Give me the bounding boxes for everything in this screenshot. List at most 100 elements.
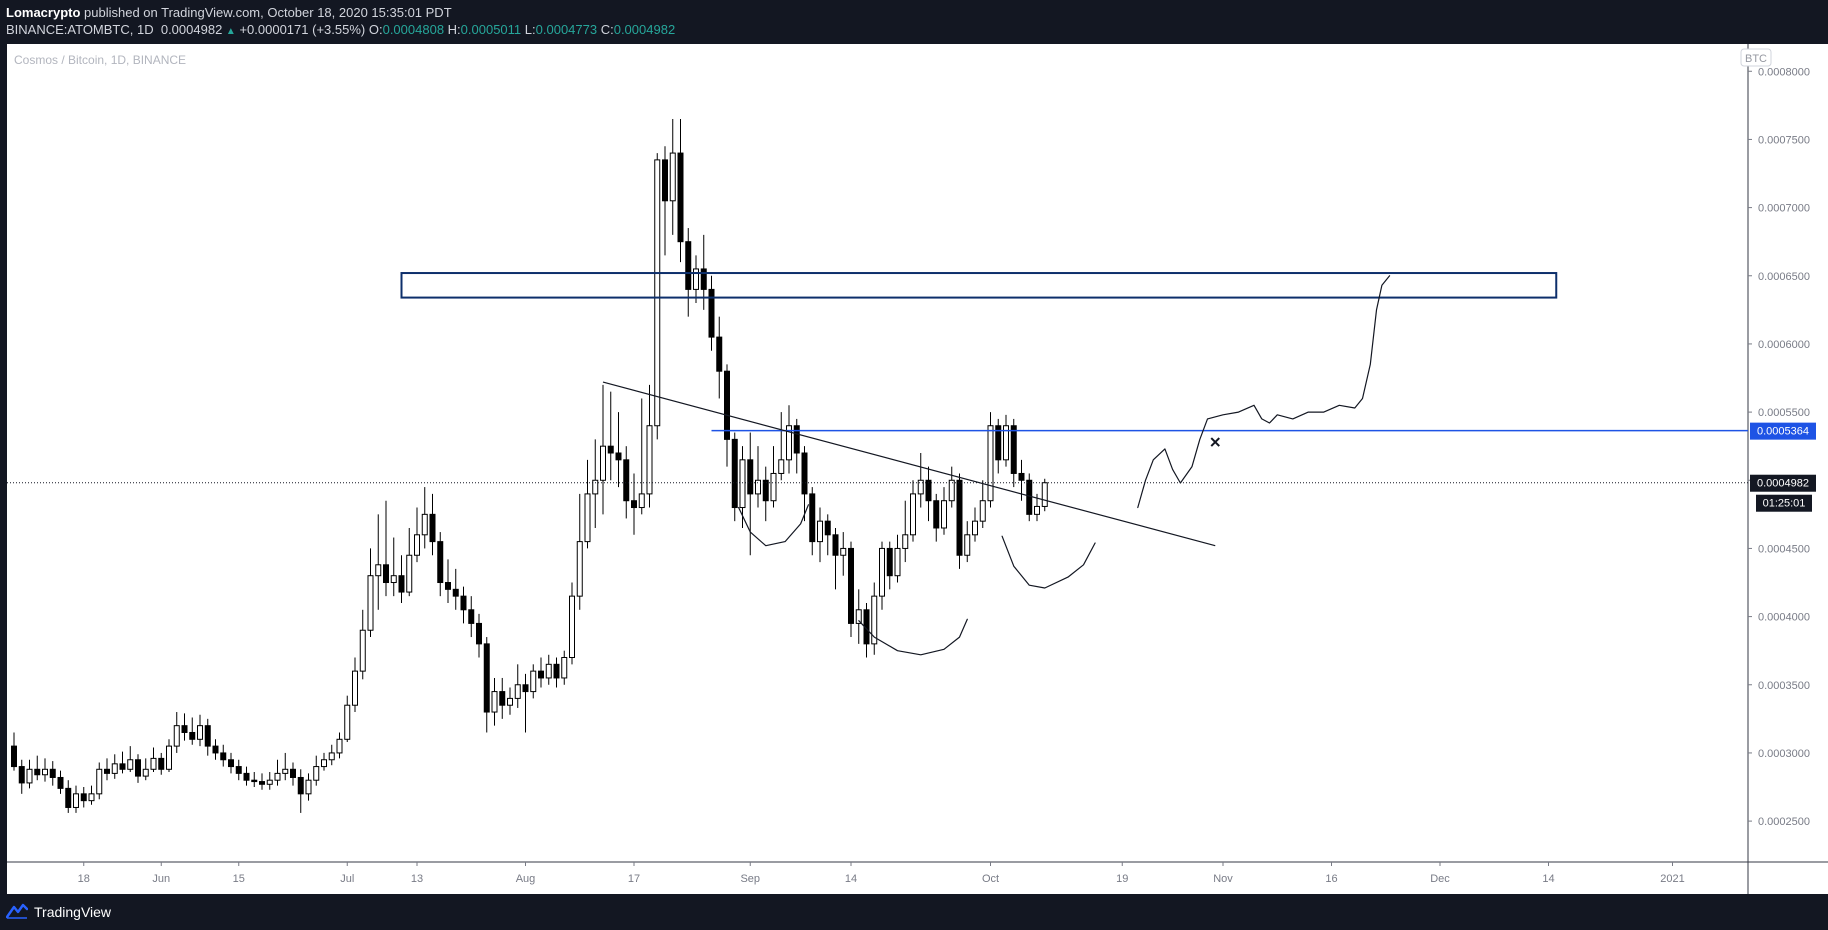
candle[interactable] [65, 780, 72, 813]
candle[interactable] [18, 759, 25, 794]
candle[interactable] [933, 493, 940, 542]
candle[interactable] [615, 412, 622, 488]
candle[interactable] [173, 712, 180, 753]
candle[interactable] [731, 432, 738, 522]
head-curve[interactable] [858, 618, 968, 656]
candle[interactable] [290, 762, 296, 786]
candle[interactable] [925, 466, 932, 522]
candle[interactable] [142, 758, 149, 781]
candle[interactable] [445, 559, 451, 603]
candle[interactable] [848, 541, 854, 638]
candle[interactable] [817, 507, 823, 563]
candle[interactable] [383, 500, 389, 597]
candle[interactable] [886, 541, 893, 590]
candle[interactable] [514, 664, 521, 708]
candle[interactable] [220, 744, 227, 767]
candle[interactable] [437, 532, 444, 597]
candle[interactable] [855, 589, 862, 644]
candle[interactable] [747, 432, 754, 556]
candle[interactable] [297, 769, 304, 813]
candle[interactable] [607, 391, 614, 481]
candle[interactable] [778, 412, 785, 481]
candle[interactable] [228, 752, 234, 774]
candle[interactable] [600, 384, 606, 515]
candle[interactable] [1010, 418, 1017, 488]
candle[interactable] [569, 582, 575, 665]
candle[interactable] [398, 555, 405, 603]
candle[interactable] [1026, 473, 1033, 522]
candle[interactable] [158, 752, 165, 775]
candle[interactable] [538, 657, 544, 688]
candle[interactable] [964, 521, 971, 563]
candle[interactable] [948, 466, 955, 508]
tradingview-logo-icon[interactable] [6, 903, 28, 919]
candle[interactable] [987, 412, 994, 508]
price-chart[interactable]: 0.0002500 0.0003000 0.0003500 0.0004000 0.00… [7, 44, 1828, 894]
candle[interactable] [972, 507, 978, 542]
candle[interactable] [80, 787, 87, 808]
projection-path[interactable] [1137, 275, 1391, 509]
candle[interactable] [693, 255, 699, 304]
candle[interactable] [631, 473, 637, 535]
candle[interactable] [553, 657, 560, 688]
candle[interactable] [894, 534, 901, 583]
candle[interactable] [468, 596, 475, 638]
candle[interactable] [917, 453, 924, 508]
candle[interactable] [344, 695, 351, 743]
candle[interactable] [111, 754, 118, 779]
trendline[interactable] [602, 381, 1216, 547]
candle[interactable] [135, 754, 141, 783]
candle[interactable] [840, 532, 847, 576]
candle[interactable] [476, 613, 482, 658]
candle[interactable] [282, 752, 289, 781]
candle[interactable] [979, 480, 986, 528]
target-zone-rectangle[interactable] [400, 272, 1558, 299]
candle[interactable] [328, 744, 335, 766]
candle[interactable] [452, 568, 459, 610]
candle[interactable] [902, 500, 909, 563]
candle[interactable] [592, 439, 599, 528]
candle[interactable] [662, 146, 668, 256]
candle[interactable] [266, 772, 273, 790]
candle[interactable] [646, 384, 653, 508]
left-shoulder-curve[interactable] [738, 504, 809, 547]
author-name[interactable]: Lomacrypto [6, 5, 81, 20]
candle[interactable] [483, 637, 490, 733]
candle[interactable] [561, 650, 568, 685]
candle[interactable] [212, 739, 219, 760]
candle[interactable] [638, 398, 645, 515]
candle[interactable] [375, 514, 382, 610]
cross-marker-icon[interactable] [1210, 437, 1220, 447]
candle[interactable] [321, 752, 327, 771]
candle[interactable] [73, 785, 79, 813]
candle[interactable] [770, 446, 777, 508]
candle[interactable] [259, 773, 265, 790]
currency-badge[interactable]: BTC [1745, 53, 1767, 65]
candle[interactable] [274, 759, 281, 786]
candle[interactable] [708, 275, 715, 351]
candle[interactable] [910, 480, 916, 542]
candle[interactable] [390, 537, 397, 597]
currency-badge-box[interactable] [1740, 48, 1772, 67]
candle[interactable] [677, 118, 684, 263]
candle[interactable] [34, 755, 41, 781]
candle[interactable] [824, 514, 831, 556]
candle[interactable] [460, 586, 467, 624]
candle[interactable] [755, 446, 761, 508]
candle[interactable] [654, 153, 661, 440]
candle[interactable] [181, 713, 188, 741]
candle[interactable] [879, 541, 885, 610]
candle[interactable] [96, 762, 103, 800]
candle[interactable] [189, 717, 196, 745]
candle[interactable] [406, 527, 413, 597]
candle[interactable] [809, 487, 816, 556]
candle[interactable] [832, 527, 839, 590]
candle[interactable] [995, 418, 1002, 474]
candle[interactable] [352, 657, 358, 713]
candle[interactable] [491, 677, 498, 726]
candle[interactable] [762, 466, 769, 522]
candle[interactable] [545, 654, 552, 685]
candle[interactable] [1003, 414, 1009, 467]
candle[interactable] [104, 758, 110, 781]
candle[interactable] [204, 718, 211, 756]
